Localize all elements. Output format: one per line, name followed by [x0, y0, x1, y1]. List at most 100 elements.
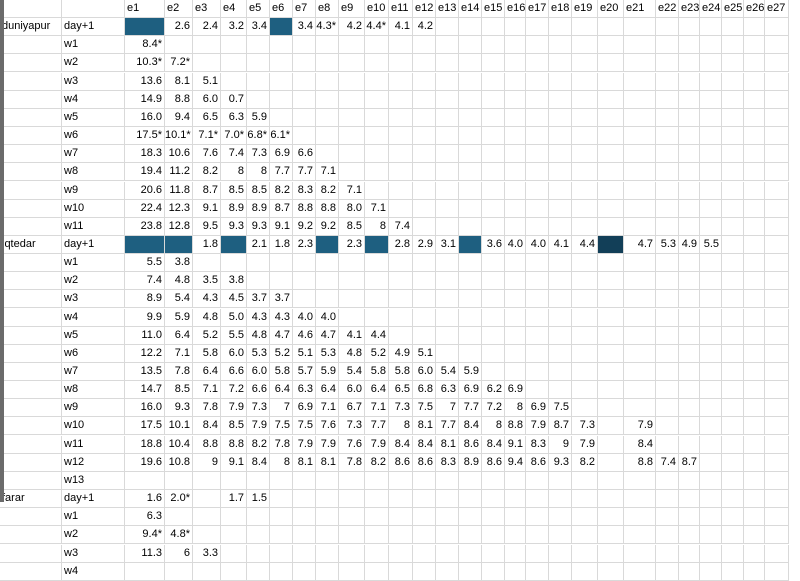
- row-period-label[interactable]: w1: [62, 508, 125, 526]
- table-cell[interactable]: [722, 526, 744, 544]
- table-cell[interactable]: [505, 109, 526, 127]
- table-cell[interactable]: [459, 91, 482, 109]
- table-cell[interactable]: [505, 526, 526, 544]
- table-cell[interactable]: [316, 127, 339, 145]
- table-cell[interactable]: [459, 490, 482, 508]
- table-cell[interactable]: [765, 399, 789, 417]
- table-cell[interactable]: [505, 36, 526, 54]
- table-cell[interactable]: 5.9: [316, 363, 339, 381]
- table-cell[interactable]: [700, 399, 722, 417]
- column-header-e7[interactable]: e7: [293, 0, 316, 18]
- table-cell[interactable]: [526, 363, 549, 381]
- table-cell[interactable]: [413, 91, 436, 109]
- table-cell[interactable]: 1.5: [247, 490, 270, 508]
- table-cell[interactable]: [505, 145, 526, 163]
- table-cell[interactable]: [389, 508, 413, 526]
- table-cell[interactable]: [339, 309, 365, 327]
- table-cell[interactable]: 5.1: [293, 345, 316, 363]
- table-cell[interactable]: [436, 254, 459, 272]
- table-cell[interactable]: [722, 163, 744, 181]
- table-cell[interactable]: [270, 91, 293, 109]
- table-cell[interactable]: [505, 290, 526, 308]
- table-cell[interactable]: 8.1: [293, 454, 316, 472]
- column-header-e5[interactable]: e5: [247, 0, 270, 18]
- row-group-label[interactable]: [0, 399, 62, 417]
- table-cell[interactable]: [679, 73, 700, 91]
- table-cell[interactable]: [549, 490, 572, 508]
- table-cell[interactable]: [316, 563, 339, 581]
- table-cell[interactable]: [679, 290, 700, 308]
- table-cell[interactable]: 6.4: [165, 327, 193, 345]
- table-cell[interactable]: [125, 563, 165, 581]
- table-cell[interactable]: [270, 73, 293, 91]
- table-cell[interactable]: [598, 563, 624, 581]
- column-header-e13[interactable]: e13: [436, 0, 459, 18]
- table-cell[interactable]: [722, 254, 744, 272]
- table-cell[interactable]: [679, 163, 700, 181]
- table-cell[interactable]: [679, 563, 700, 581]
- table-cell[interactable]: 11.3: [125, 545, 165, 563]
- table-cell[interactable]: 7.1: [165, 345, 193, 363]
- column-header-e21[interactable]: e21: [624, 0, 656, 18]
- table-cell[interactable]: [365, 508, 389, 526]
- table-cell[interactable]: 9.5: [193, 218, 221, 236]
- table-cell[interactable]: [339, 36, 365, 54]
- table-cell[interactable]: [339, 526, 365, 544]
- table-cell[interactable]: [744, 490, 765, 508]
- table-cell[interactable]: [339, 545, 365, 563]
- table-cell[interactable]: 7.1: [365, 399, 389, 417]
- table-cell[interactable]: [505, 54, 526, 72]
- filled-cell[interactable]: [165, 236, 193, 254]
- table-cell[interactable]: [572, 345, 598, 363]
- row-group-label[interactable]: [0, 508, 62, 526]
- table-cell[interactable]: [293, 91, 316, 109]
- table-cell[interactable]: [624, 327, 656, 345]
- table-cell[interactable]: 4.1: [549, 236, 572, 254]
- table-cell[interactable]: 8.2: [270, 182, 293, 200]
- table-cell[interactable]: [526, 290, 549, 308]
- table-cell[interactable]: [413, 182, 436, 200]
- table-cell[interactable]: [482, 508, 505, 526]
- table-cell[interactable]: 8: [247, 163, 270, 181]
- table-cell[interactable]: [413, 327, 436, 345]
- table-cell[interactable]: [624, 109, 656, 127]
- table-cell[interactable]: [744, 218, 765, 236]
- table-cell[interactable]: [482, 73, 505, 91]
- table-cell[interactable]: 6.0: [339, 381, 365, 399]
- table-cell[interactable]: [624, 490, 656, 508]
- table-cell[interactable]: [505, 508, 526, 526]
- table-cell[interactable]: [549, 163, 572, 181]
- table-cell[interactable]: [482, 272, 505, 290]
- table-cell[interactable]: [624, 290, 656, 308]
- row-group-label[interactable]: [0, 381, 62, 399]
- table-cell[interactable]: [722, 381, 744, 399]
- table-cell[interactable]: [526, 73, 549, 91]
- table-cell[interactable]: [744, 91, 765, 109]
- table-cell[interactable]: [413, 309, 436, 327]
- table-cell[interactable]: [436, 200, 459, 218]
- table-cell[interactable]: [656, 508, 679, 526]
- filled-cell[interactable]: [270, 18, 293, 36]
- table-cell[interactable]: [293, 54, 316, 72]
- table-cell[interactable]: [549, 309, 572, 327]
- column-header-e14[interactable]: e14: [459, 0, 482, 18]
- table-cell[interactable]: 7.3: [339, 417, 365, 435]
- table-cell[interactable]: [572, 218, 598, 236]
- table-cell[interactable]: [365, 490, 389, 508]
- table-cell[interactable]: [482, 545, 505, 563]
- table-cell[interactable]: [436, 327, 459, 345]
- table-cell[interactable]: [700, 309, 722, 327]
- table-cell[interactable]: 8.1: [316, 454, 339, 472]
- table-cell[interactable]: [339, 472, 365, 490]
- table-cell[interactable]: [293, 526, 316, 544]
- table-cell[interactable]: [624, 309, 656, 327]
- table-cell[interactable]: 7.4: [221, 145, 247, 163]
- table-cell[interactable]: [436, 127, 459, 145]
- table-cell[interactable]: 8.9: [459, 454, 482, 472]
- row-period-label[interactable]: w11: [62, 436, 125, 454]
- table-cell[interactable]: [722, 18, 744, 36]
- table-cell[interactable]: [656, 381, 679, 399]
- table-cell[interactable]: 5.4: [436, 363, 459, 381]
- table-cell[interactable]: [247, 545, 270, 563]
- table-cell[interactable]: 19.4: [125, 163, 165, 181]
